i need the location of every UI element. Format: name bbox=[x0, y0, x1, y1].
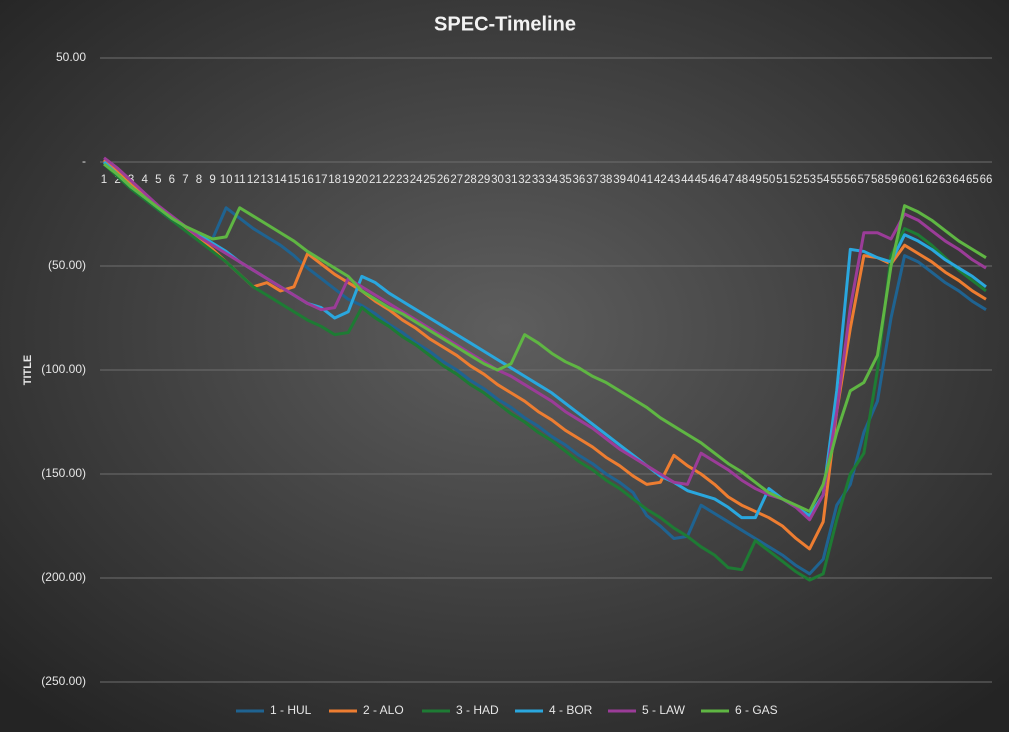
x-tick-label: 60 bbox=[898, 174, 911, 186]
y-tick-label: - bbox=[82, 154, 86, 168]
series-line bbox=[103, 162, 987, 513]
x-tick-label: 12 bbox=[247, 174, 260, 186]
x-tick-label: 30 bbox=[491, 174, 504, 186]
x-tick-label: 43 bbox=[668, 174, 681, 186]
x-tick-label: 18 bbox=[328, 174, 341, 186]
x-tick-label: 51 bbox=[776, 174, 789, 186]
x-tick-label: 29 bbox=[478, 174, 491, 186]
x-tick-label: 9 bbox=[209, 174, 215, 186]
x-tick-label: 50 bbox=[762, 174, 775, 186]
x-tick-label: 33 bbox=[532, 174, 545, 186]
x-tick-label: 32 bbox=[518, 174, 531, 186]
x-tick-label: 35 bbox=[559, 174, 572, 186]
x-tick-label: 26 bbox=[437, 174, 450, 186]
x-tick-label: 16 bbox=[301, 174, 314, 186]
x-tick-label: 13 bbox=[260, 174, 273, 186]
x-tick-label: 42 bbox=[654, 174, 667, 186]
x-tick-label: 55 bbox=[830, 174, 843, 186]
legend-label: 1 - HUL bbox=[270, 703, 312, 717]
x-tick-label: 66 bbox=[980, 174, 993, 186]
x-tick-label: 7 bbox=[182, 174, 188, 186]
x-tick-label: 48 bbox=[735, 174, 748, 186]
y-tick-label: (150.00) bbox=[41, 466, 86, 480]
x-tick-label: 4 bbox=[142, 174, 149, 186]
series-line bbox=[102, 162, 987, 582]
x-tick-label: 39 bbox=[613, 174, 626, 186]
x-tick-label: 53 bbox=[803, 174, 816, 186]
y-tick-label: (50.00) bbox=[48, 258, 86, 272]
x-tick-label: 36 bbox=[573, 174, 586, 186]
x-tick-label: 59 bbox=[885, 174, 898, 186]
x-tick-label: 62 bbox=[925, 174, 938, 186]
x-tick-label: 57 bbox=[857, 174, 870, 186]
x-tick-label: 28 bbox=[464, 174, 477, 186]
x-tick-label: 25 bbox=[423, 174, 436, 186]
x-tick-label: 41 bbox=[640, 174, 653, 186]
x-tick-label: 11 bbox=[234, 174, 246, 186]
x-tick-label: 37 bbox=[586, 174, 599, 186]
x-tick-label: 56 bbox=[844, 174, 857, 186]
x-tick-label: 22 bbox=[383, 174, 396, 186]
x-tick-label: 24 bbox=[410, 174, 423, 186]
legend-label: 4 - BOR bbox=[549, 703, 593, 717]
chart-title: SPEC-Timeline bbox=[434, 13, 576, 35]
legend-label: 5 - LAW bbox=[642, 703, 686, 717]
legend-label: 6 - GAS bbox=[735, 703, 778, 717]
legend-label: 3 - HAD bbox=[456, 703, 499, 717]
x-tick-label: 23 bbox=[396, 174, 409, 186]
x-tick-label: 20 bbox=[355, 174, 368, 186]
x-tick-label: 19 bbox=[342, 174, 355, 186]
x-tick-label: 17 bbox=[315, 174, 328, 186]
x-tick-label: 46 bbox=[708, 174, 721, 186]
x-tick-label: 65 bbox=[966, 174, 979, 186]
x-tick-label: 54 bbox=[817, 174, 830, 186]
y-tick-label: (100.00) bbox=[41, 362, 86, 376]
x-tick-label: 44 bbox=[681, 174, 694, 186]
series-line bbox=[103, 160, 987, 576]
x-tick-label: 49 bbox=[749, 174, 762, 186]
x-tick-label: 47 bbox=[722, 174, 735, 186]
x-tick-label: 61 bbox=[912, 174, 925, 186]
x-tick-label: 8 bbox=[196, 174, 202, 186]
x-tick-label: 64 bbox=[952, 174, 965, 186]
y-tick-label: 50.00 bbox=[56, 50, 86, 64]
x-tick-label: 27 bbox=[450, 174, 463, 186]
x-tick-label: 2 bbox=[114, 174, 120, 186]
x-tick-label: 1 bbox=[101, 174, 107, 186]
x-tick-label: 40 bbox=[627, 174, 640, 186]
x-tick-label: 14 bbox=[274, 174, 287, 186]
y-tick-label: (250.00) bbox=[41, 674, 86, 688]
legend-label: 2 - ALO bbox=[363, 703, 404, 717]
x-tick-label: 63 bbox=[939, 174, 952, 186]
x-tick-label: 5 bbox=[155, 174, 161, 186]
x-tick-label: 34 bbox=[545, 174, 558, 186]
x-tick-label: 15 bbox=[288, 174, 301, 186]
x-tick-label: 58 bbox=[871, 174, 884, 186]
x-tick-label: 38 bbox=[600, 174, 613, 186]
y-axis-label: TITLE bbox=[22, 355, 34, 386]
series-line bbox=[103, 156, 987, 522]
x-tick-label: 45 bbox=[695, 174, 708, 186]
x-tick-label: 10 bbox=[220, 174, 233, 186]
x-tick-label: 6 bbox=[169, 174, 175, 186]
x-tick-label: 31 bbox=[505, 174, 518, 186]
x-tick-label: 52 bbox=[790, 174, 803, 186]
y-tick-label: (200.00) bbox=[41, 570, 86, 584]
x-tick-label: 21 bbox=[369, 174, 382, 186]
